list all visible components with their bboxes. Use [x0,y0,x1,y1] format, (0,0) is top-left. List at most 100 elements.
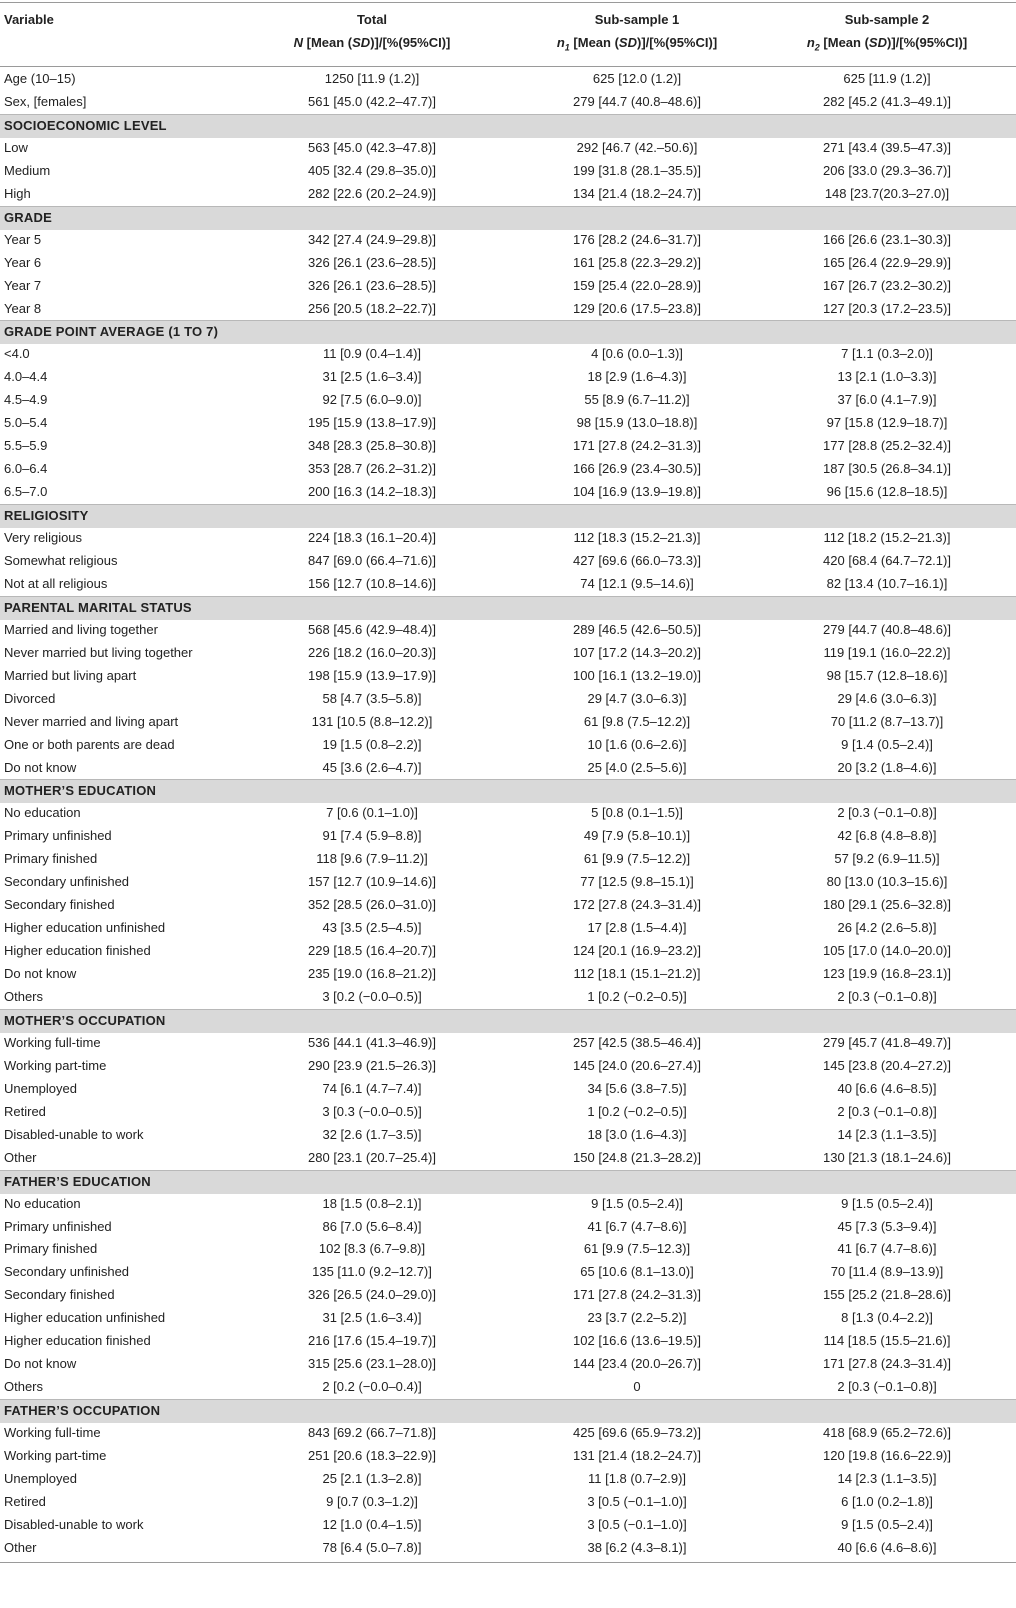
table-row: 6.0–6.4 353 [28.7 (26.2–31.2)] 166 [26.9 (… [0,458,1016,481]
cell-s2: 145 [23.8 (20.4–27.2)] [823,1057,951,1073]
table-row: Working full-time 843 [69.2 (66.7–71.8)] 4… [0,1422,1016,1445]
cell-s1: 150 [24.8 (21.3–28.2)] [573,1149,701,1165]
row-label: Do not know [4,1356,77,1372]
table-row: Somewhat religious 847 [69.0 (66.4–71.6)]… [0,550,1016,573]
table-row: Others 3 [0.2 (−0.0–0.5)] 1 [0.2 (−0.2–0.5… [0,986,1016,1009]
cell-s2: 9 [1.5 (0.5–2.4)] [841,1195,933,1211]
cell-s1: 4 [0.6 (0.0–1.3)] [591,346,683,362]
header-s2-sub: n2 [Mean (SD)]/[%(95%CI)] [806,35,968,53]
cell-s1: 1 [0.2 (−0.2–0.5)] [587,989,687,1004]
cell-s1: 129 [20.6 (17.5–23.8)] [573,300,701,316]
cell-s2: 6 [1.0 (0.2–1.8)] [841,1493,933,1509]
cell-total: 11 [0.9 (0.4–1.4)] [322,346,422,362]
header-variable: Variable [4,12,54,27]
cell-total: 12 [1.0 (0.4–1.5)] [322,1516,422,1532]
cell-total: 405 [32.4 (29.8–35.0)] [308,162,436,178]
table-header: Variable Total N [Mean (SD)]/[%(95%CI)] … [0,0,1016,67]
row-label: Age (10–15) [4,71,76,86]
cell-s1: 25 [4.0 (2.5–5.6)] [587,759,687,775]
header-s1-sub: n1 [Mean (SD)]/[%(95%CI)] [556,35,718,53]
cell-s1: 55 [8.9 (6.7–11.2)] [584,392,690,408]
cell-total: 235 [19.0 (16.8–21.2)] [308,966,436,982]
cell-total: 536 [44.1 (41.3–46.9)] [308,1034,436,1050]
cell-total: 31 [2.5 (1.6–3.4)] [322,1310,422,1326]
cell-s2: 9 [1.5 (0.5–2.4)] [841,1516,933,1532]
cell-s1: 176 [28.2 (24.6–31.7)] [573,231,701,247]
cell-total: 131 [10.5 (8.8–12.2)] [311,713,433,729]
cell-s2: 82 [13.4 (10.7–16.1)] [826,575,948,591]
row-label: 5.0–5.4 [4,415,48,431]
table-row: Primary unfinished 91 [7.4 (5.9–8.8)] 49 [… [0,825,1016,848]
cell-total: 58 [4.7 (3.5–5.8)] [322,690,422,706]
table-row: <4.0 11 [0.9 (0.4–1.4)] 4 [0.6 (0.0–1.3)] 7… [0,343,1016,366]
cell-total: 2 [0.2 (−0.0–0.4)] [322,1379,422,1395]
cell-s2: 114 [18.5 (15.5–21.6)] [823,1333,951,1349]
table-row: Higher education finished 229 [18.5 (16.4… [0,940,1016,963]
cell-s2: 80 [13.0 (10.3–15.6)] [826,874,948,890]
cell-s1: 112 [18.1 (15.1–21.2)] [573,966,701,982]
cell-s2: 41 [6.7 (4.7–8.6)] [837,1241,937,1257]
table-row: Retired 9 [0.7 (0.3–1.2)] 3 [0.5 (−0.1–1.0… [0,1491,1016,1514]
table-row: Not at all religious 156 [12.7 (10.8–14.6… [0,573,1016,596]
table-row: Married and living together 568 [45.6 (42… [0,619,1016,642]
cell-s1: 65 [10.6 (8.1–13.0)] [580,1264,694,1280]
cell-s2: 7 [1.1 (0.3–2.0)] [841,346,933,362]
row-label: Somewhat religious [4,552,118,568]
table-row: 5.5–5.9 348 [28.3 (25.8–30.8)] 171 [27.8 (… [0,435,1016,458]
cell-s2: 148 [23.7(20.3–27.0)] [824,185,950,201]
row-label: Do not know [4,966,77,982]
cell-s1: 166 [26.9 (23.4–30.5)] [573,461,701,477]
row-label: Year 5 [4,231,42,247]
row-label: Working full-time [4,1034,101,1050]
cell-total: 326 [26.1 (23.6–28.5)] [308,254,436,270]
cell-s2: 42 [6.8 (4.8–8.8)] [837,828,937,844]
table-row: Secondary finished 352 [28.5 (26.0–31.0)]… [0,894,1016,917]
cell-s2: 37 [6.0 (4.1–7.9)] [837,392,937,408]
cell-s1: 49 [7.9 (5.8–10.1)] [583,828,691,844]
row-label: <4.0 [4,346,30,362]
cell-s2: 98 [15.7 (12.8–18.6)] [826,667,948,683]
cell-s1: 112 [18.3 (15.2–21.3)] [573,530,701,545]
row-label: Secondary finished [4,1287,115,1303]
cell-s2: 166 [26.6 (23.1–30.3)] [823,231,951,247]
cell-s1: 124 [20.1 (16.9–23.2)] [573,943,701,959]
table-row: Working full-time 536 [44.1 (41.3–46.9)] 2… [0,1032,1016,1055]
cell-s1: 131 [21.4 (18.2–24.7)] [573,1448,701,1463]
cell-s2: 271 [43.4 (39.5–47.3)] [823,139,951,155]
row-label: 6.5–7.0 [4,484,48,500]
row-label: 4.5–4.9 [4,392,48,408]
cell-s1: 104 [16.9 (13.9–19.8)] [573,484,701,500]
cell-total: 45 [3.6 (2.6–4.7)] [322,759,422,775]
row-label: Do not know [4,759,77,775]
cell-s1: 29 [4.7 (3.0–6.3)] [587,690,687,706]
cell-s2: 420 [68.4 (64.7–72.1)] [823,552,951,568]
row-label: Primary finished [4,851,98,867]
table-row: 4.5–4.9 92 [7.5 (6.0–9.0)] 55 [8.9 (6.7–11… [0,389,1016,412]
cell-s1: 77 [12.5 (9.8–15.1)] [580,874,694,890]
cell-s1: 74 [12.1 (9.5–14.6)] [580,575,694,591]
row-label: Very religious [4,530,83,545]
cell-s1: 18 [2.9 (1.6–4.3)] [587,369,687,385]
row-label: Disabled-unable to work [4,1126,144,1142]
cell-s2: 155 [25.2 (21.8–28.6)] [823,1287,951,1303]
table-row: Married but living apart 198 [15.9 (13.9–… [0,665,1016,688]
cell-total: 280 [23.1 (20.7–25.4)] [308,1149,436,1165]
row-label: Not at all religious [4,575,108,591]
cell-total: 7 [0.6 (0.1–1.0)] [326,805,418,821]
section-title: MOTHER’S OCCUPATION [4,1012,166,1028]
cell-s2: 123 [19.9 (16.8–23.1)] [823,966,951,982]
row-label: Higher education unfinished [4,920,166,936]
cell-s1: 61 [9.9 (7.5–12.3)] [583,1241,691,1257]
cell-s2: 97 [15.8 (12.9–18.7)] [826,415,948,431]
cell-total: 224 [18.3 (16.1–20.4)] [308,530,436,545]
cell-s2: 279 [45.7 (41.8–49.7)] [823,1034,951,1050]
row-label: Divorced [4,690,56,706]
cell-s1: 144 [23.4 (20.0–26.7)] [573,1356,701,1372]
row-label: Year 6 [4,254,42,270]
row-label: High [4,185,31,201]
cell-s2: 167 [26.7 (23.2–30.2)] [823,277,951,293]
cell-total: 229 [18.5 (16.4–20.7)] [308,943,436,959]
cell-total: 74 [6.1 (4.7–7.4)] [322,1080,422,1096]
cell-s1: 199 [31.8 (28.1–35.5)] [573,162,701,178]
cell-s2: 127 [20.3 (17.2–23.5)] [823,300,951,316]
